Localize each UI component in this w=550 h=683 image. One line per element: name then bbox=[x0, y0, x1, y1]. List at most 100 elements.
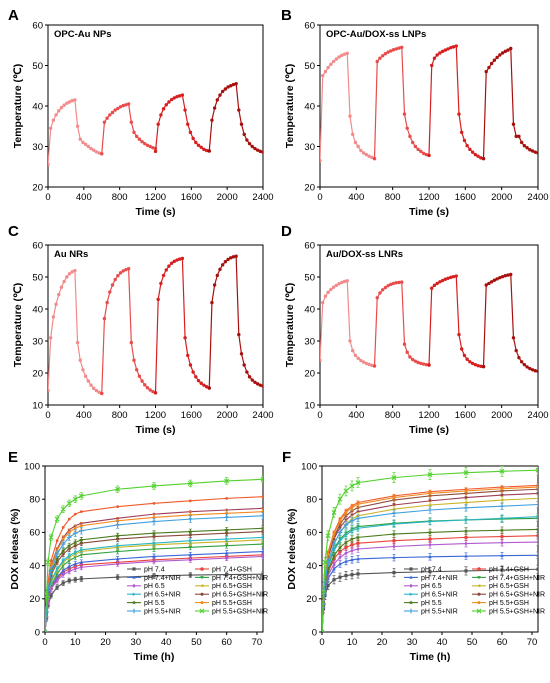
legend-label: pH 7.4+GSH+NIR bbox=[489, 575, 545, 582]
data-point bbox=[61, 581, 65, 585]
data-point bbox=[391, 281, 396, 286]
data-point bbox=[511, 336, 516, 340]
data-point bbox=[226, 85, 230, 89]
data-point bbox=[66, 543, 72, 548]
panel-label: B bbox=[281, 7, 292, 24]
data-point bbox=[255, 148, 260, 152]
data-point bbox=[392, 570, 396, 575]
data-point bbox=[212, 106, 217, 110]
x-tick-label: 800 bbox=[112, 192, 128, 203]
data-point bbox=[67, 530, 71, 534]
data-point bbox=[386, 283, 390, 288]
y-axis-label: Temperature (℃) bbox=[284, 64, 296, 149]
data-point bbox=[383, 52, 388, 56]
data-point bbox=[332, 578, 336, 582]
x-tick-label: 1600 bbox=[181, 192, 202, 203]
data-point bbox=[536, 497, 538, 500]
data-point bbox=[350, 528, 354, 533]
data-point bbox=[225, 572, 229, 577]
data-point bbox=[73, 566, 78, 571]
panel-b: B 0 400 800 1200 1600 2000 2400 20 30 40 50 60 Time (… bbox=[281, 7, 549, 218]
data-point bbox=[79, 510, 83, 514]
legend-marker bbox=[477, 584, 481, 588]
data-point bbox=[223, 87, 228, 91]
data-point bbox=[55, 539, 59, 543]
x-tick-label: 2400 bbox=[527, 192, 548, 203]
data-point bbox=[215, 98, 220, 102]
x-tick-label: 0 bbox=[45, 192, 50, 203]
error-bar bbox=[536, 485, 538, 493]
data-point bbox=[325, 568, 331, 573]
data-point bbox=[463, 505, 469, 511]
data-point bbox=[334, 283, 339, 288]
legend-label: pH 6.5+GSH bbox=[489, 583, 529, 590]
data-point bbox=[113, 277, 117, 282]
heating-cycle-line bbox=[373, 281, 430, 366]
y-tick-label: 40 bbox=[29, 561, 40, 572]
data-point bbox=[421, 362, 426, 366]
data-point bbox=[67, 569, 71, 574]
data-point bbox=[115, 533, 120, 538]
x-axis-label: Time (h) bbox=[134, 651, 175, 663]
data-point bbox=[225, 496, 229, 500]
data-point bbox=[113, 108, 117, 112]
data-point bbox=[413, 144, 418, 149]
data-point bbox=[224, 515, 230, 520]
data-point bbox=[187, 516, 193, 522]
data-point bbox=[525, 365, 529, 369]
legend-item: pH 6.5+GSH+NIR bbox=[195, 592, 268, 599]
heating-cycle-line bbox=[154, 257, 210, 393]
error-bar bbox=[536, 500, 538, 509]
data-point bbox=[242, 363, 246, 367]
data-point bbox=[476, 363, 480, 368]
heating-cycle-line bbox=[428, 45, 484, 160]
heating-cycle-line bbox=[373, 46, 430, 159]
data-point bbox=[51, 118, 56, 122]
data-point bbox=[260, 525, 263, 531]
data-point bbox=[167, 264, 171, 268]
data-point bbox=[143, 383, 147, 387]
data-point bbox=[126, 266, 131, 271]
data-point bbox=[188, 130, 193, 135]
data-point bbox=[78, 137, 82, 141]
legend-label: pH 7.4+GSH bbox=[212, 566, 252, 573]
y-tick-label: 60 bbox=[29, 528, 40, 539]
data-point bbox=[105, 116, 109, 120]
data-point bbox=[148, 388, 152, 392]
legend-item: pH 6.5+NIR bbox=[127, 592, 181, 599]
data-point bbox=[100, 391, 104, 396]
data-point bbox=[536, 485, 538, 489]
data-point bbox=[210, 300, 214, 305]
y-tick-label: 20 bbox=[304, 368, 315, 379]
error-bar bbox=[536, 538, 538, 546]
data-point bbox=[67, 553, 72, 558]
legend-label: pH 6.5+GSH bbox=[212, 583, 252, 590]
y-tick-label: 20 bbox=[32, 182, 43, 193]
data-point bbox=[188, 557, 193, 562]
data-point bbox=[124, 267, 128, 272]
data-point bbox=[199, 145, 203, 150]
data-point bbox=[115, 486, 121, 492]
y-tick-label: 60 bbox=[304, 20, 315, 31]
data-point bbox=[402, 112, 407, 116]
data-point bbox=[81, 140, 85, 145]
data-point bbox=[73, 526, 77, 530]
y-tick-label: 50 bbox=[32, 272, 43, 283]
data-point bbox=[331, 541, 337, 547]
x-tick-label: 400 bbox=[76, 410, 92, 421]
data-point bbox=[152, 547, 156, 551]
data-point bbox=[454, 274, 458, 278]
data-point bbox=[427, 530, 433, 535]
data-point bbox=[202, 147, 206, 152]
legend-label: pH 6.5 bbox=[421, 583, 442, 590]
legend-label: pH 7.4 bbox=[144, 566, 165, 573]
data-point bbox=[463, 528, 469, 534]
data-point bbox=[342, 52, 347, 56]
data-point bbox=[361, 360, 366, 364]
data-point bbox=[438, 280, 442, 284]
y-tick-label: 20 bbox=[32, 368, 43, 379]
data-point bbox=[350, 543, 354, 547]
release-curve bbox=[45, 478, 263, 632]
data-point bbox=[443, 277, 448, 281]
data-point bbox=[370, 155, 374, 160]
